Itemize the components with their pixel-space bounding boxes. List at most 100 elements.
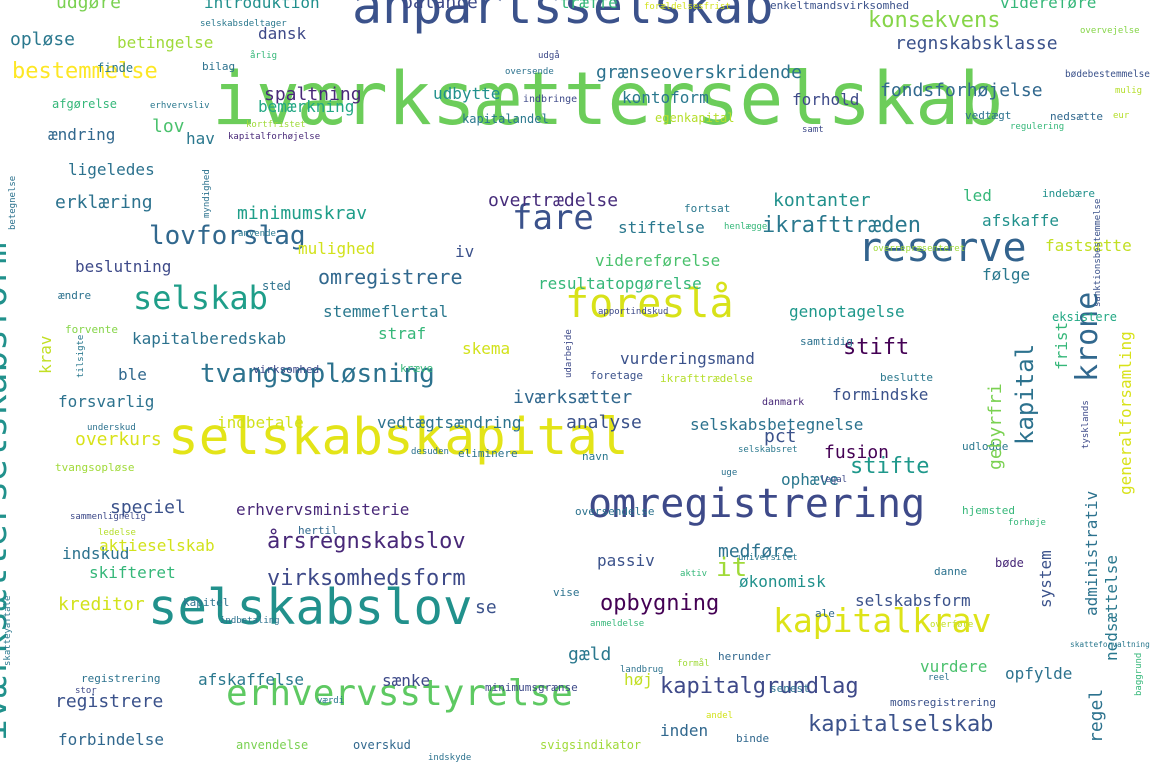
word-oversendelse: oversendelse xyxy=(575,504,655,518)
word-følge: følge xyxy=(982,265,1031,285)
word-selskabsbetegnelse: selskabsbetegnelse xyxy=(690,415,864,435)
word-overføre: overføre xyxy=(930,620,974,631)
word-apportindskud: apportindskud xyxy=(598,307,669,318)
word-tilsigte: tilsigte xyxy=(76,334,87,378)
word-fondsforhøjelse: fondsforhøjelse xyxy=(880,79,1043,101)
word-selskabskapital: selskabskapital xyxy=(168,407,629,467)
word-sammenlignelig: sammenlignelig xyxy=(70,512,146,523)
word-selskabslov: selskabslov xyxy=(148,579,473,637)
word-inden: inden xyxy=(660,721,709,741)
word-selskabsret: selskabsret xyxy=(738,445,798,456)
word-omregistrering: omregistrering xyxy=(588,481,926,527)
word-aktiv: aktiv xyxy=(680,569,708,580)
word-ændre: ændre xyxy=(58,288,92,302)
word-ophæve: ophæve xyxy=(781,470,839,490)
word-sænke: sænke xyxy=(382,671,431,691)
word-anvendelse: anvendelse xyxy=(236,737,309,752)
word-legal: legal xyxy=(820,475,848,486)
word-speciel: speciel xyxy=(110,496,186,518)
word-sted: sted xyxy=(262,278,291,293)
word-stifte: stifte xyxy=(850,454,930,480)
word-skatteyaftale: skatteyaftale xyxy=(3,595,14,666)
word-tvangsopløse: tvangsopløse xyxy=(55,460,135,474)
word-stemmeflertal: stemmeflertal xyxy=(323,302,449,322)
word-gæld: gæld xyxy=(568,643,612,665)
word-afskaffelse: afskaffelse xyxy=(198,670,304,690)
word-afgørelse: afgørelse xyxy=(52,96,118,111)
word-desuden: desuden xyxy=(411,447,449,458)
word-kræve: kræve xyxy=(400,361,434,375)
word-navn: navn xyxy=(582,449,609,463)
word-bødebestemmelse: bødebestemmelse xyxy=(1065,68,1150,80)
word-selskab: selskab xyxy=(133,278,268,317)
word-stift: stift xyxy=(843,335,910,361)
word-medføre: medføre xyxy=(718,540,794,562)
word-lov: lov xyxy=(152,115,185,137)
word-iværksætterselskab: iværksætterselskab xyxy=(212,56,1004,142)
word-bestemmelse: bestemmelse xyxy=(12,59,158,85)
word-kapitalkrav: kapitalkrav xyxy=(773,600,992,640)
word-spaltning: spaltning xyxy=(264,83,362,105)
word-aktieselskab: aktieselskab xyxy=(99,536,215,556)
word-herunder: herunder xyxy=(718,649,771,663)
word-hertil: hertil xyxy=(298,523,338,537)
word-kapitel: kapitel xyxy=(183,595,230,609)
word-registrere: registrere xyxy=(55,690,164,712)
word-hjemsted: hjemsted xyxy=(962,503,1015,517)
word-kapitalberedskab: kapitalberedskab xyxy=(132,329,287,349)
word-vurderingsmand: vurderingsmand xyxy=(620,349,755,369)
word-oversende: oversende xyxy=(505,67,554,78)
word-fusion: fusion xyxy=(824,441,890,463)
word-videreførelse: videreførelse xyxy=(595,251,721,271)
word-system: system xyxy=(1036,550,1056,608)
word-balance: balance xyxy=(402,0,478,13)
word-eksistere: eksistere xyxy=(1052,309,1118,324)
word-ikrafttrædelse: ikrafttrædelse xyxy=(660,371,753,385)
word-bøde: bøde xyxy=(995,555,1024,570)
word-hav: hav xyxy=(186,129,215,149)
word-analyse: analyse xyxy=(566,411,642,433)
word-beslutte: beslutte xyxy=(880,370,933,384)
word-indbetaling: indbetaling xyxy=(220,616,280,627)
word-universitet: universitet xyxy=(738,553,798,564)
word-nedsætte: nedsætte xyxy=(1050,109,1103,123)
word-virksomhed: virksomhed xyxy=(253,362,320,376)
word-mulig: mulig xyxy=(1115,86,1143,97)
word-skatteforvaltning: skatteforvaltning xyxy=(1070,640,1150,650)
word-kontanter: kontanter xyxy=(773,189,871,211)
word-eliminere: eliminere xyxy=(458,446,518,460)
word-indskyde: indskyde xyxy=(428,753,472,764)
word-tvangsopløsning: tvangsopløsning xyxy=(200,358,435,389)
word-indebære: indebære xyxy=(1042,186,1095,200)
word-udgøre: udgøre xyxy=(56,0,122,13)
word-ledelse: ledelse xyxy=(98,528,136,539)
word-værdi: værdi xyxy=(317,696,345,707)
word-frist: frist xyxy=(1052,321,1072,370)
word-vurdere: vurdere xyxy=(920,657,988,677)
word-introduktion: introduktion xyxy=(204,0,320,13)
word-ligeledes: ligeledes xyxy=(68,160,155,180)
word-formindske: formindske xyxy=(832,385,929,405)
word-passiv: passiv xyxy=(597,551,655,571)
word-grænseoverskridende: grænseoverskridende xyxy=(596,61,802,83)
word-selskabsform: selskabsform xyxy=(855,591,971,611)
word-binde: binde xyxy=(736,731,770,745)
word-erhvervsstyrelse: erhvervsstyrelse xyxy=(226,673,573,715)
word-krav: krav xyxy=(36,335,56,374)
word-fortsat: fortsat xyxy=(684,201,731,215)
word-danmark: danmark xyxy=(762,396,805,408)
word-indbetale: indbetale xyxy=(217,413,304,433)
word-forbindelse: forbindelse xyxy=(58,730,164,750)
word-erhvervsliv: erhvervsliv xyxy=(150,101,210,112)
word-træffe: træffe xyxy=(560,0,618,13)
word-betegnelse: betegnelse xyxy=(8,175,19,230)
word-skifteret: skifteret xyxy=(89,563,176,583)
word-årsregnskabslov: årsregnskabslov xyxy=(267,529,466,555)
word-økonomisk: økonomisk xyxy=(739,572,826,592)
word-overtrædelse: overtrædelse xyxy=(488,189,619,211)
word-sanktionsbestemmelse: sanktionsbestemmelse xyxy=(1093,198,1104,307)
word-iv: iv xyxy=(455,242,475,262)
word-kontoform: kontoform xyxy=(622,88,709,108)
word-udlodde: udlodde xyxy=(962,439,1009,453)
